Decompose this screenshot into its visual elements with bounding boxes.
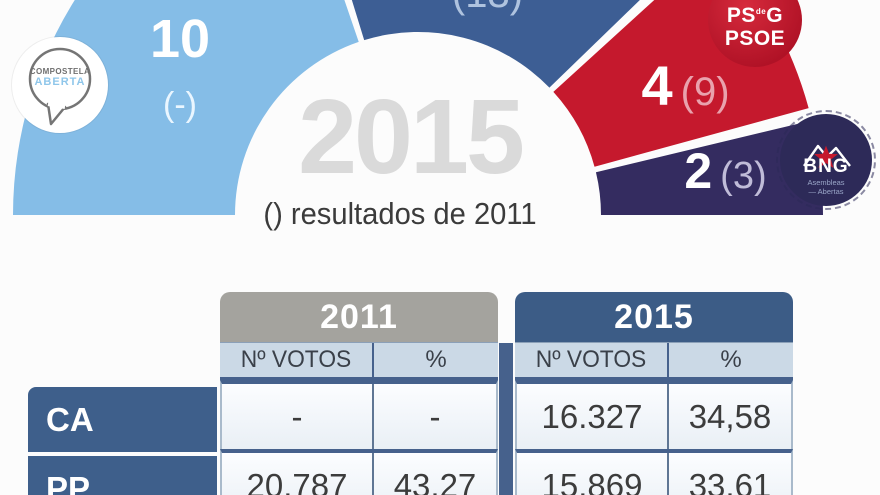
col-group-2015: 2015 Nº VOTOS % 16.327 34,58 15.869 33,6…: [515, 292, 793, 495]
subheader-2015: Nº VOTOS %: [515, 342, 793, 380]
segment-ca: [13, 0, 359, 215]
cell-ca-pct-2015: 34,58: [667, 384, 791, 449]
logo-ca-text: COMPOSTELA ABERTA: [12, 67, 108, 89]
logo-psoe-line1: PSdeG: [726, 4, 784, 27]
seats-psoe-2011: (9): [680, 70, 730, 114]
results-note: () resultados de 2011: [263, 196, 537, 231]
logo-bng: BNG Asembleas — Abertas: [776, 110, 876, 210]
cell-pp-votes-2011: 20.787: [246, 467, 348, 495]
row-label-pp: PP: [28, 456, 217, 495]
seats-pp-2011: (13): [420, 0, 555, 14]
logo-ca-line2: ABERTA: [34, 76, 86, 89]
mountain-star-icon: [803, 144, 851, 168]
seats-ca-2011: (-): [163, 86, 197, 124]
cell-ca-votes-2015: 16.327: [541, 398, 643, 435]
year-header-2011: 2011: [220, 292, 498, 342]
cell-pp-pct-2015: 33,61: [667, 453, 791, 495]
table-group-divider: [499, 343, 513, 495]
segment-bng: [595, 120, 823, 215]
logo-bng-subtitle: Asembleas — Abertas: [807, 178, 845, 196]
seats-bng-2011: (3): [720, 155, 767, 197]
year-watermark: 2015: [298, 78, 525, 196]
logo-bng-name: BNG: [803, 156, 849, 177]
row-ca-2015: 16.327 34,58: [515, 380, 793, 449]
col-header-pct-2015: %: [667, 343, 793, 377]
seats-psoe-2015: 4: [641, 54, 673, 117]
seats-ca-2015: 10: [149, 9, 211, 69]
segment-pp: [351, 0, 640, 88]
col-group-2011: 2011 Nº VOTOS % - - 20.787 43,27: [220, 292, 498, 495]
cell-pp-votes-2015: 15.869: [541, 467, 643, 495]
cell-ca-votes-2011: -: [291, 398, 303, 435]
logo-psoe-text: PSdeG PSOE: [708, 4, 802, 50]
row-pp-2011: 20.787 43,27: [220, 449, 498, 495]
logo-psoe-line2: PSOE: [724, 27, 786, 51]
subheader-2011: Nº VOTOS %: [220, 342, 498, 380]
speech-bubble-icon: [28, 47, 92, 126]
row-pp-2015: 15.869 33,61: [515, 449, 793, 495]
logo-ca-line1: COMPOSTELA: [29, 67, 91, 76]
cell-pp-pct-2011: 43,27: [372, 453, 496, 495]
seats-psoe: 4 (9): [598, 58, 773, 114]
row-label-ca: CA: [28, 387, 217, 452]
party-column: CA PP: [28, 387, 217, 495]
col-header-votes-2015: Nº VOTOS: [535, 346, 647, 373]
seats-bng-2015: 2: [684, 143, 713, 199]
col-header-pct-2011: %: [372, 343, 498, 377]
logo-compostela-aberta: COMPOSTELA ABERTA: [12, 37, 108, 133]
row-ca-2011: - -: [220, 380, 498, 449]
year-header-2015: 2015: [515, 292, 793, 342]
cell-ca-pct-2011: -: [372, 384, 496, 449]
seats-bng: 2 (3): [648, 146, 803, 196]
col-header-votes-2011: Nº VOTOS: [240, 346, 352, 373]
